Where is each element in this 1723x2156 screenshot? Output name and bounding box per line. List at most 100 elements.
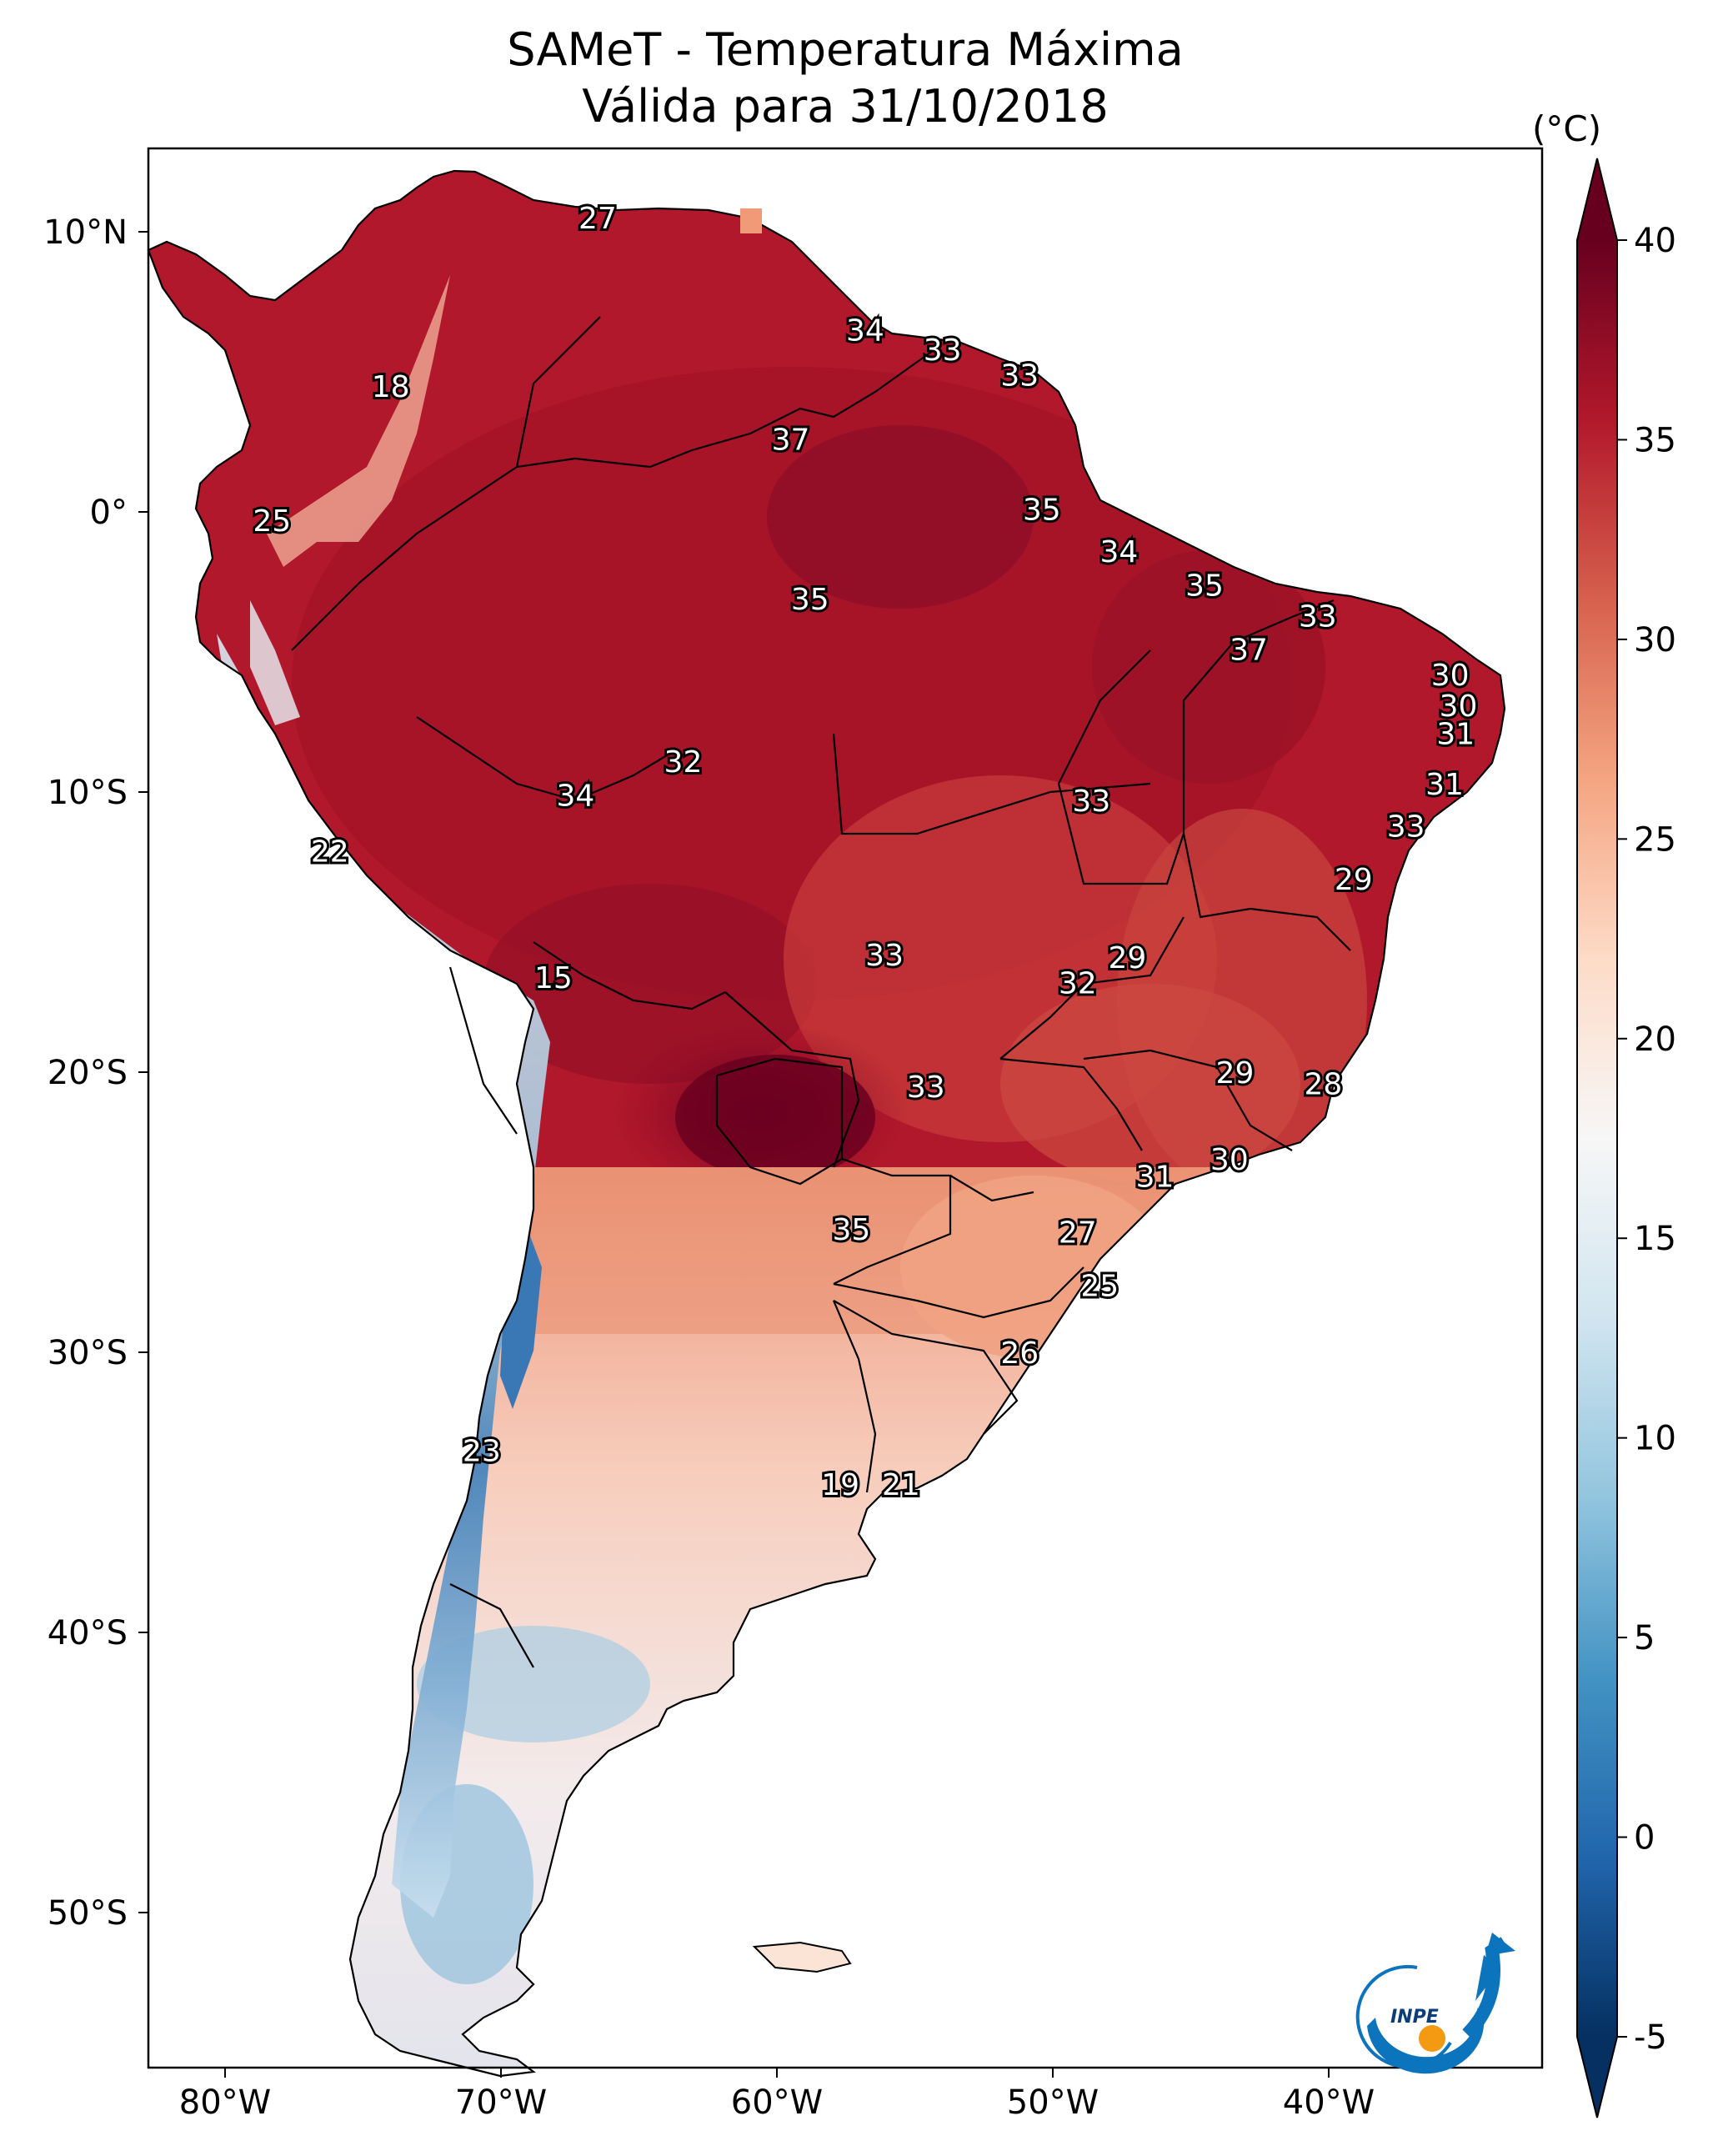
temperature-label-halo: 37 xyxy=(772,424,810,458)
temperature-label-halo: 33 xyxy=(1387,810,1425,844)
temperature-label-halo: 29 xyxy=(1335,863,1373,897)
temperature-label-halo: 34 xyxy=(846,314,884,348)
lon-tick-label: 40°W xyxy=(1283,2083,1375,2122)
temperature-label-halo: 30 xyxy=(1210,1143,1249,1177)
temperature-label: 34 xyxy=(846,314,884,348)
lat-tick-label: 40°S xyxy=(48,1614,128,1652)
lat-tick-label: 10°N xyxy=(43,213,128,252)
colorbar-tick-label: 40 xyxy=(1634,222,1676,260)
temperature-label: 27 xyxy=(1059,1216,1097,1251)
temperature-label-halo: 29 xyxy=(1216,1056,1255,1091)
temperature-label: 37 xyxy=(1230,634,1268,668)
colorbar-tick-label: 15 xyxy=(1634,1220,1676,1258)
temperature-label-halo: 32 xyxy=(664,745,703,780)
temperature-label-halo: 33 xyxy=(1000,358,1039,393)
temperature-label: 33 xyxy=(1072,785,1110,819)
temperature-label: 32 xyxy=(1059,966,1097,1000)
temperature-label: 37 xyxy=(772,424,810,458)
lat-tick-label: 20°S xyxy=(48,1054,128,1092)
temperature-label-halo: 35 xyxy=(791,583,829,617)
colorbar-tick-label: 0 xyxy=(1634,1819,1655,1858)
lon-tick-label: 80°W xyxy=(179,2083,271,2122)
temperature-label: 26 xyxy=(1000,1336,1039,1371)
temperature-label: 35 xyxy=(1185,569,1224,603)
colorbar-ticks: 40 35 30 25 20 15 10 5 0 -5 xyxy=(1617,222,1676,2057)
lat-tick-label: 10°S xyxy=(48,774,128,812)
temperature-label-halo: 31 xyxy=(1436,717,1475,751)
temperature-label: 28 xyxy=(1304,1067,1342,1101)
temperature-label: 30 xyxy=(1440,689,1478,724)
temperature-label: 33 xyxy=(1299,599,1337,634)
temperature-label: 21 xyxy=(882,1468,920,1502)
temperature-label: 35 xyxy=(791,583,829,617)
temperature-label: 34 xyxy=(1100,535,1139,569)
temperature-label: 31 xyxy=(1136,1160,1175,1194)
temperature-label-halo: 22 xyxy=(311,835,349,870)
temperature-label-halo: 30 xyxy=(1431,659,1470,693)
temperature-label: 33 xyxy=(1000,358,1039,393)
trinidad-island xyxy=(740,208,762,233)
temperature-label: 35 xyxy=(1023,494,1061,528)
map-frame xyxy=(147,147,1544,2069)
temperature-label-halo: 34 xyxy=(556,779,594,813)
temperature-label-halo: 34 xyxy=(1100,535,1139,569)
temperature-label: 22 xyxy=(311,835,349,870)
temperature-label-halo: 30 xyxy=(1440,689,1478,724)
longitude-axis: 80°W 70°W 60°W 50°W 40°W xyxy=(179,2068,1375,2122)
lat-tick-label: 0° xyxy=(90,494,128,532)
temperature-label-halo: 18 xyxy=(372,370,410,404)
temperature-label-halo: 27 xyxy=(579,202,617,236)
latitude-axis: 10°N 0° 10°S 20°S 30°S 40°S 50°S xyxy=(43,213,148,1933)
temperature-label: 33 xyxy=(865,939,904,973)
temperature-label: 18 xyxy=(372,370,410,404)
temperature-label-halo: 32 xyxy=(1059,966,1097,1000)
temperature-label: 35 xyxy=(832,1213,870,1247)
temperature-label: 27 xyxy=(579,202,617,236)
temperature-label: 19 xyxy=(821,1468,859,1502)
colorbar-tick-label: 25 xyxy=(1634,820,1676,859)
temperature-label: 33 xyxy=(924,333,962,368)
colorbar-tick-label: 10 xyxy=(1634,1420,1676,1458)
colorbar-unit: (°C) xyxy=(1532,108,1602,149)
temperature-label: 31 xyxy=(1436,717,1475,751)
temperature-label: 32 xyxy=(664,745,703,780)
temperature-label: 15 xyxy=(534,961,573,995)
colorbar-tick-label: 35 xyxy=(1634,421,1676,459)
temperature-label: 34 xyxy=(556,779,594,813)
temperature-label: 29 xyxy=(1216,1056,1255,1091)
lat-tick-label: 50°S xyxy=(48,1894,128,1933)
temperature-label-halo: 19 xyxy=(821,1468,859,1502)
temperature-label-halo: 33 xyxy=(1299,599,1337,634)
temperature-label-halo: 31 xyxy=(1136,1160,1175,1194)
temperature-label-halo: 15 xyxy=(534,961,573,995)
temperature-label-halo: 35 xyxy=(1023,494,1061,528)
inpe-logo: INPE xyxy=(1355,1933,1515,2074)
temperature-label: 33 xyxy=(907,1070,945,1105)
temperature-label-halo: 26 xyxy=(1000,1336,1039,1371)
logo-text: INPE xyxy=(1390,2007,1439,2028)
temperature-label: 25 xyxy=(253,504,291,539)
colorbar-tick-label: -5 xyxy=(1634,2018,1667,2057)
country-borders xyxy=(147,169,1506,2078)
temperature-label-halo: 27 xyxy=(1059,1216,1097,1251)
colorbar: 40 35 30 25 20 15 10 5 0 -5 xyxy=(1576,158,1676,2118)
temperature-label: 30 xyxy=(1210,1143,1249,1177)
temperature-label: 29 xyxy=(1335,863,1373,897)
map-title: SAMeT - Temperatura Máxima xyxy=(507,23,1184,76)
temperature-label: 33 xyxy=(1387,810,1425,844)
temperature-label-halo: 33 xyxy=(865,939,904,973)
temperature-label-halo: 33 xyxy=(1072,785,1110,819)
temperature-label-halo: 25 xyxy=(253,504,291,539)
lon-tick-label: 70°W xyxy=(455,2083,547,2122)
lon-tick-label: 60°W xyxy=(731,2083,823,2122)
temperature-label-halo: 28 xyxy=(1304,1067,1342,1101)
temperature-label: 25 xyxy=(1080,1269,1119,1303)
map-subtitle: Válida para 31/10/2018 xyxy=(582,80,1109,133)
temperature-label-halo: 29 xyxy=(1108,941,1146,975)
temperature-label: 30 xyxy=(1431,659,1470,693)
temperature-label: 31 xyxy=(1425,768,1464,802)
temperature-label-halo: 23 xyxy=(463,1435,501,1469)
lat-tick-label: 30°S xyxy=(48,1334,128,1372)
temperature-label: 29 xyxy=(1108,941,1146,975)
